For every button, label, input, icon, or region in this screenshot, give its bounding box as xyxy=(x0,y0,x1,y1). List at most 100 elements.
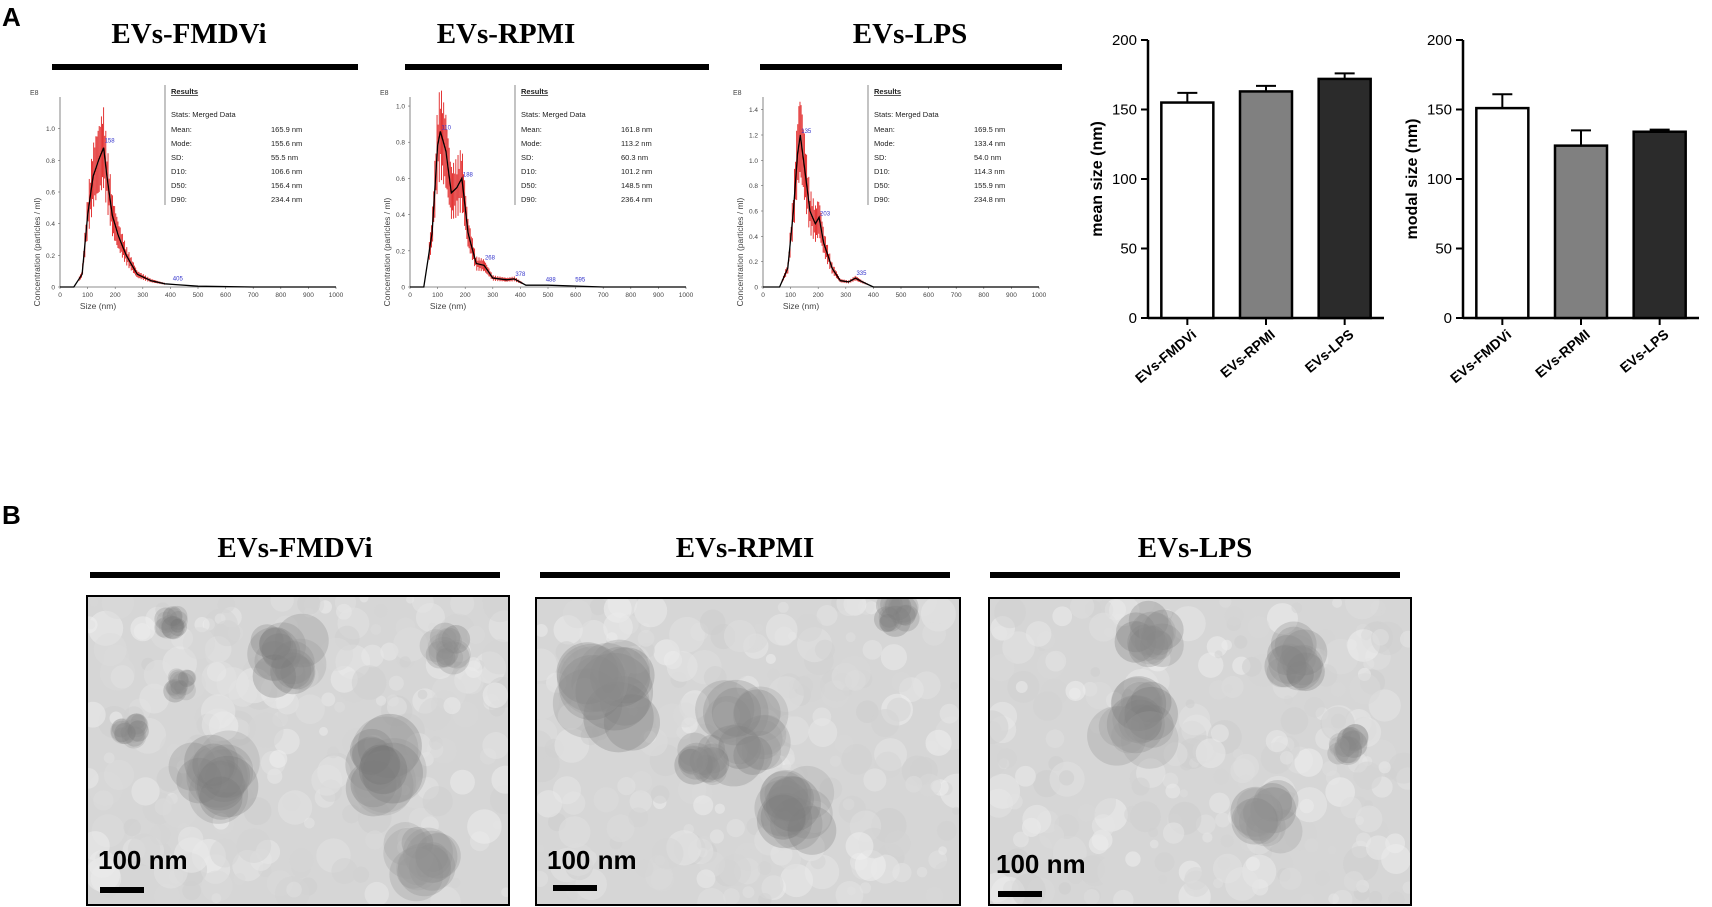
bar-evs-lps xyxy=(1317,77,1372,320)
x-tick-label: 100 xyxy=(82,292,93,299)
vesicle xyxy=(345,713,427,817)
results-value: 55.5 nm xyxy=(271,153,298,162)
nta-chart-lps: E8 0 0.2 0.4 0.6 0.8 1.0 1.2 1.4 0 100 200 300 400 500… xyxy=(733,85,1047,311)
concentration-curve xyxy=(60,147,336,288)
y-tick-label: 150 xyxy=(1427,102,1452,119)
results-value: 133.4 nm xyxy=(974,139,1005,148)
bar-evs-rpmi xyxy=(1553,144,1609,320)
x-tick-label: 500 xyxy=(896,292,907,299)
y-tick-label: 1.0 xyxy=(749,158,758,165)
results-key: D10: xyxy=(874,167,890,176)
vesicle xyxy=(168,730,260,824)
y-tick-label: 150 xyxy=(1112,102,1137,119)
error-bars xyxy=(428,90,523,284)
results-value: 114.3 nm xyxy=(974,167,1005,176)
tem-title-fmdvi: EVs-FMDVi xyxy=(217,532,373,564)
x-tick-label: EVs-LPS xyxy=(1617,326,1672,376)
y-tick-label: 200 xyxy=(1112,32,1137,49)
nta-chart-rpmi: E8 0 0.2 0.4 0.6 0.8 1.0 0 100 200 300 400 500 600 700… xyxy=(380,85,694,311)
nta-chart-fmdvi: E8 0 0.2 0.4 0.6 0.8 1.0 0 100 200 300 400 500 600 700… xyxy=(30,85,344,311)
y-tick-label: 0.6 xyxy=(749,209,758,216)
y-tick-label: 0.6 xyxy=(46,190,55,197)
error-bars xyxy=(781,101,868,286)
x-tick-label: 300 xyxy=(840,292,851,299)
group-title-rpmi: EVs-RPMI xyxy=(436,18,576,50)
y-axis-label: Concentration (particles / ml) xyxy=(382,198,392,307)
y-tick-label: 0.2 xyxy=(396,248,405,255)
vesicle xyxy=(695,679,791,787)
peak-label: 378 xyxy=(515,272,526,278)
results-value: 156.4 nm xyxy=(271,181,302,190)
x-tick-label: 300 xyxy=(487,292,498,299)
group-underline xyxy=(540,572,950,578)
results-value: 169.5 nm xyxy=(974,125,1005,134)
results-value: 236.4 nm xyxy=(621,195,652,204)
x-axis-label: Size (nm) xyxy=(80,301,117,311)
y-tick-label: 0.4 xyxy=(749,234,758,241)
x-tick-label: 900 xyxy=(303,292,314,299)
vesicle xyxy=(163,668,197,703)
scale-bar xyxy=(553,885,597,891)
y-exponent-label: E8 xyxy=(733,90,742,97)
x-tick-label: EVs-LPS xyxy=(1302,326,1357,376)
results-value: 60.3 nm xyxy=(621,153,648,162)
y-axis-label: Concentration (particles / ml) xyxy=(735,198,745,307)
x-tick-label: EVs-FMDVi xyxy=(1132,326,1199,386)
y-tick-label: 200 xyxy=(1427,32,1452,49)
peak-label: 405 xyxy=(173,276,184,282)
y-tick-label: 0.4 xyxy=(396,212,405,219)
peak-label: 110 xyxy=(441,125,451,131)
y-tick-label: 0.4 xyxy=(46,221,55,228)
vesicle xyxy=(1264,621,1328,692)
results-key: SD: xyxy=(521,153,534,162)
y-tick-label: 0.2 xyxy=(749,259,758,266)
vesicle xyxy=(1114,600,1184,668)
y-tick-label: 1.0 xyxy=(396,104,405,111)
x-tick-label: EVs-FMDVi xyxy=(1447,326,1514,386)
y-tick-label: 1.2 xyxy=(749,133,758,140)
results-value: 155.6 nm xyxy=(271,139,302,148)
x-tick-label: 400 xyxy=(868,292,879,299)
bar-evs-fmdvi xyxy=(1160,101,1215,320)
y-tick-label: 100 xyxy=(1112,171,1137,188)
y-tick-label: 0.8 xyxy=(396,140,405,147)
x-tick-label: 800 xyxy=(978,292,989,299)
x-tick-label: 1000 xyxy=(1032,292,1047,299)
error-bars xyxy=(78,107,165,285)
x-tick-label: 700 xyxy=(598,292,609,299)
group-title-lps: EVs-LPS xyxy=(852,18,968,50)
results-key: D10: xyxy=(171,167,187,176)
vesicle xyxy=(674,732,730,786)
x-tick-label: 400 xyxy=(515,292,526,299)
scale-bar xyxy=(998,891,1042,897)
panel-label-b: B xyxy=(2,500,21,530)
mean-size-bar-chart: 0 50 100 150 200 mean size (nm) EVs-FMDVi EVs-R… xyxy=(1090,32,1384,386)
scale-bar xyxy=(100,887,144,893)
y-axis-label: Concentration (particles / ml) xyxy=(32,198,42,307)
micrograph xyxy=(88,597,508,904)
results-header: Results xyxy=(874,87,901,96)
y-tick-label: 1.0 xyxy=(46,126,55,133)
results-key: D90: xyxy=(171,195,187,204)
peak-label: 595 xyxy=(575,277,586,283)
x-tick-label: 600 xyxy=(220,292,231,299)
results-key: Mean: xyxy=(521,125,542,134)
y-tick-label: 0 xyxy=(1444,310,1452,327)
peak-label: 158 xyxy=(105,139,116,145)
x-tick-label: 0 xyxy=(58,292,62,299)
y-tick-label: 0 xyxy=(754,285,758,292)
group-underline xyxy=(405,64,709,70)
results-key: Mode: xyxy=(874,139,895,148)
x-tick-label: EVs-RPMI xyxy=(1532,326,1593,381)
x-tick-label: 300 xyxy=(137,292,148,299)
scale-label: 100 nm xyxy=(547,845,637,875)
vesicle xyxy=(873,599,920,637)
results-value: 148.5 nm xyxy=(621,181,652,190)
x-tick-label: 400 xyxy=(165,292,176,299)
group-underline xyxy=(90,572,500,578)
y-tick-label: 0.2 xyxy=(46,253,55,260)
y-exponent-label: E8 xyxy=(380,90,389,97)
vesicle xyxy=(1327,723,1369,766)
x-tick-label: 0 xyxy=(408,292,412,299)
bar-evs-fmdvi xyxy=(1475,106,1530,320)
